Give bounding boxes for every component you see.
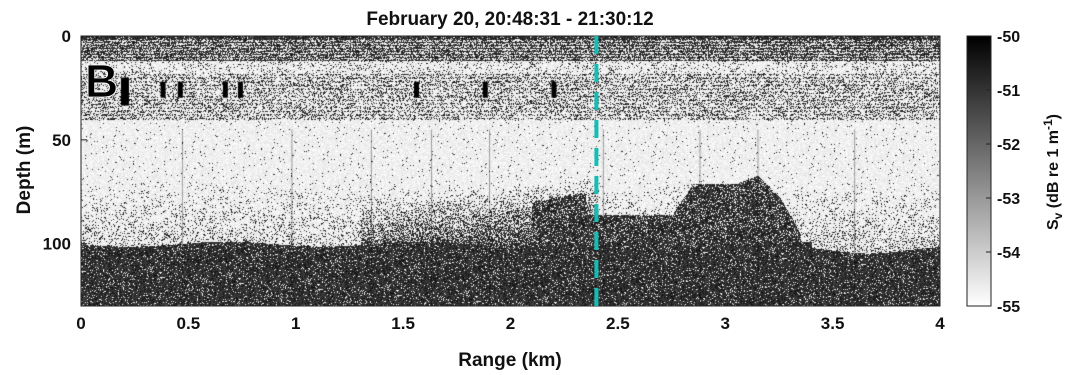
x-tick-label: 3	[721, 314, 730, 333]
panel-label: B	[85, 55, 118, 107]
echogram-raster	[81, 36, 940, 306]
colorbar-label-superscript: -1	[1041, 119, 1055, 130]
x-tick-label: 0.5	[177, 314, 201, 333]
colorbar-tick-label: -53	[997, 191, 1020, 208]
x-tick-label: 4	[935, 314, 945, 333]
y-tick-label: 0	[62, 27, 71, 46]
colorbar-label-subscript: v	[1051, 212, 1065, 219]
colorbar-ticks: -50 -51 -52 -53 -54 -55	[986, 29, 1020, 316]
colorbar-label-units: (dB re 1 m	[1045, 130, 1062, 213]
x-tick-label: 1	[291, 314, 300, 333]
y-tick-label: 50	[52, 131, 71, 150]
colorbar-tick-label: -55	[997, 299, 1020, 316]
colorbar-label: Sv (dB re 1 m-1)	[1041, 114, 1065, 230]
colorbar	[966, 35, 992, 307]
x-axis-label: Range (km)	[458, 350, 561, 371]
x-tick-label: 0	[76, 314, 85, 333]
colorbar-label-symbol: S	[1045, 219, 1062, 230]
colorbar-tick-label: -51	[997, 83, 1020, 100]
x-tick-label: 2.5	[606, 314, 630, 333]
colorbar-tick-label: -54	[997, 245, 1020, 262]
x-tick-label: 2	[506, 314, 515, 333]
x-tick-label: 1.5	[391, 314, 415, 333]
chart-title: February 20, 20:48:31 - 21:30:12	[366, 9, 653, 30]
y-axis-ticks: 0 50 100	[43, 27, 87, 254]
colorbar-tick-label: -52	[997, 137, 1020, 154]
y-axis-label: Depth (m)	[14, 126, 35, 215]
echogram-plot-area	[80, 35, 941, 307]
y-tick-label: 100	[43, 235, 71, 254]
colorbar-label-close: )	[1045, 114, 1062, 119]
x-axis-ticks: 0 0.5 1 1.5 2 2.5 3 3.5 4	[76, 300, 945, 333]
colorbar-tick-label: -50	[997, 29, 1020, 46]
x-tick-label: 3.5	[821, 314, 845, 333]
